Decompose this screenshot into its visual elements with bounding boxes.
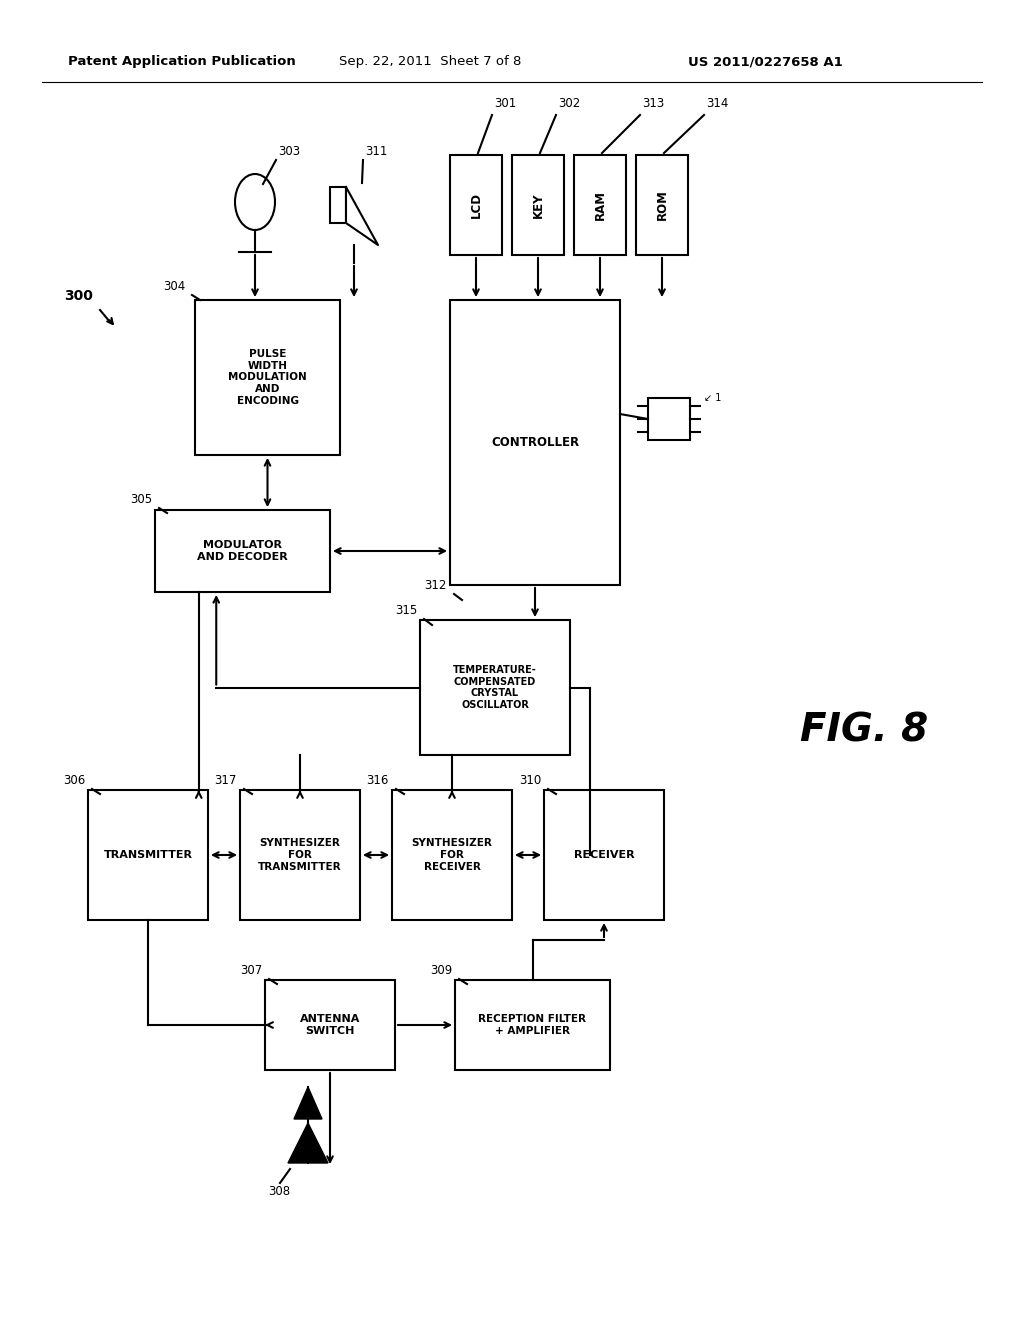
Polygon shape	[294, 1086, 322, 1119]
Text: SYNTHESIZER
FOR
RECEIVER: SYNTHESIZER FOR RECEIVER	[412, 838, 493, 871]
Text: 301: 301	[494, 96, 516, 110]
Bar	[544, 789, 664, 920]
Text: US 2011/0227658 A1: US 2011/0227658 A1	[688, 55, 843, 69]
Text: 313: 313	[642, 96, 665, 110]
Text: 312: 312	[425, 579, 447, 591]
Text: 305: 305	[130, 492, 152, 506]
Text: 309: 309	[430, 964, 452, 977]
Polygon shape	[346, 187, 378, 246]
Bar	[155, 510, 330, 591]
Bar	[330, 187, 346, 223]
Bar	[574, 154, 626, 255]
Text: MODULATOR
AND DECODER: MODULATOR AND DECODER	[198, 540, 288, 562]
Text: Patent Application Publication: Patent Application Publication	[68, 55, 296, 69]
Bar	[450, 300, 620, 585]
Bar	[512, 154, 564, 255]
Text: 302: 302	[558, 96, 581, 110]
Bar	[88, 789, 208, 920]
Bar	[450, 154, 502, 255]
Text: 316: 316	[367, 774, 389, 787]
Bar	[240, 789, 360, 920]
Text: KEY: KEY	[531, 193, 545, 218]
Text: ↙ 1: ↙ 1	[705, 393, 721, 403]
Text: TRANSMITTER: TRANSMITTER	[103, 850, 193, 861]
Text: 310: 310	[519, 774, 541, 787]
Bar	[392, 789, 512, 920]
Text: 303: 303	[278, 145, 300, 158]
Bar	[420, 620, 570, 755]
Bar	[265, 979, 395, 1071]
Bar	[648, 399, 690, 440]
Text: SYNTHESIZER
FOR
TRANSMITTER: SYNTHESIZER FOR TRANSMITTER	[258, 838, 342, 871]
Text: 315: 315	[394, 605, 417, 616]
Text: ROM: ROM	[655, 190, 669, 220]
Text: LCD: LCD	[469, 191, 482, 218]
Text: 306: 306	[62, 774, 85, 787]
Text: 304: 304	[163, 280, 185, 293]
Text: 317: 317	[215, 774, 237, 787]
Text: Sep. 22, 2011  Sheet 7 of 8: Sep. 22, 2011 Sheet 7 of 8	[339, 55, 521, 69]
Bar	[636, 154, 688, 255]
Text: TEMPERATURE-
COMPENSATED
CRYSTAL
OSCILLATOR: TEMPERATURE- COMPENSATED CRYSTAL OSCILLA…	[454, 665, 537, 710]
Text: CONTROLLER: CONTROLLER	[490, 436, 579, 449]
Polygon shape	[288, 1123, 328, 1163]
Text: RAM: RAM	[594, 190, 606, 220]
Text: RECEPTION FILTER
+ AMPLIFIER: RECEPTION FILTER + AMPLIFIER	[478, 1014, 587, 1036]
Text: 314: 314	[706, 96, 728, 110]
Text: PULSE
WIDTH
MODULATION
AND
ENCODING: PULSE WIDTH MODULATION AND ENCODING	[228, 350, 307, 405]
Text: 307: 307	[240, 964, 262, 977]
Text: FIG. 8: FIG. 8	[800, 711, 928, 748]
Text: 311: 311	[365, 145, 387, 158]
Bar	[195, 300, 340, 455]
Text: ANTENNA
SWITCH: ANTENNA SWITCH	[300, 1014, 360, 1036]
Text: 308: 308	[268, 1185, 290, 1199]
Text: 300: 300	[65, 289, 93, 304]
Bar	[455, 979, 610, 1071]
Text: RECEIVER: RECEIVER	[573, 850, 634, 861]
